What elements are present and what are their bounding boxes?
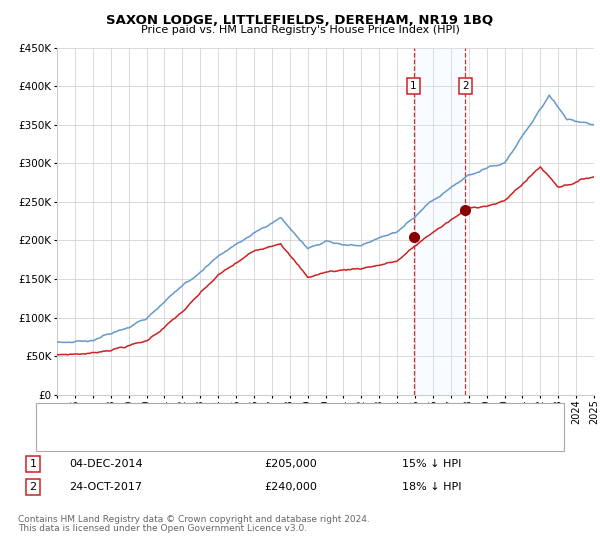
Text: Contains HM Land Registry data © Crown copyright and database right 2024.: Contains HM Land Registry data © Crown c… xyxy=(18,515,370,524)
Text: 2: 2 xyxy=(462,81,469,91)
Text: 18% ↓ HPI: 18% ↓ HPI xyxy=(402,482,461,492)
Text: £240,000: £240,000 xyxy=(264,482,317,492)
Text: 24-OCT-2017: 24-OCT-2017 xyxy=(69,482,142,492)
Text: HPI: Average price, detached house, Breckland: HPI: Average price, detached house, Brec… xyxy=(81,432,326,442)
Text: SAXON LODGE, LITTLEFIELDS, DEREHAM, NR19 1BQ (detached house): SAXON LODGE, LITTLEFIELDS, DEREHAM, NR19… xyxy=(81,412,446,422)
Text: £205,000: £205,000 xyxy=(264,459,317,469)
Text: 1: 1 xyxy=(29,459,37,469)
Text: SAXON LODGE, LITTLEFIELDS, DEREHAM, NR19 1BQ: SAXON LODGE, LITTLEFIELDS, DEREHAM, NR19… xyxy=(106,14,494,27)
Text: 2: 2 xyxy=(29,482,37,492)
Text: 15% ↓ HPI: 15% ↓ HPI xyxy=(402,459,461,469)
Text: 04-DEC-2014: 04-DEC-2014 xyxy=(69,459,143,469)
Text: Price paid vs. HM Land Registry's House Price Index (HPI): Price paid vs. HM Land Registry's House … xyxy=(140,25,460,35)
Text: 1: 1 xyxy=(410,81,417,91)
Text: This data is licensed under the Open Government Licence v3.0.: This data is licensed under the Open Gov… xyxy=(18,524,307,533)
Bar xyxy=(413,48,465,395)
